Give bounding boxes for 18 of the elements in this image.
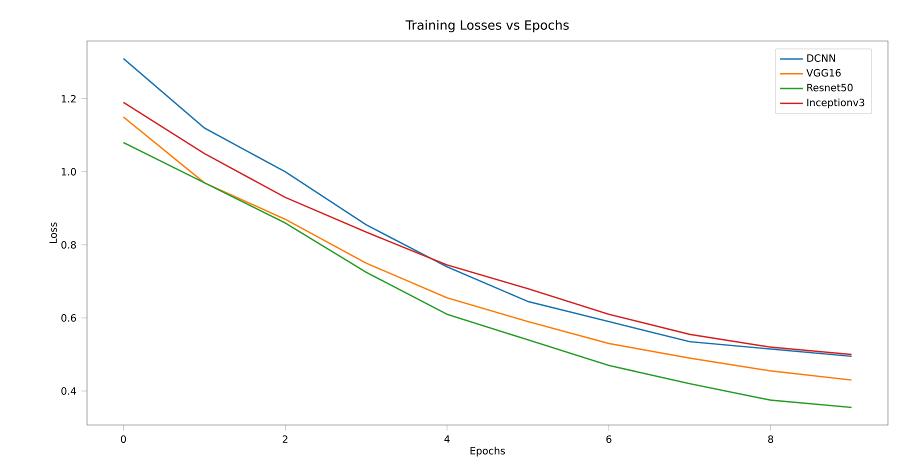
y-tick-label: 0.6 <box>61 314 76 322</box>
line-series <box>122 142 852 408</box>
legend-label: VGG16 <box>806 69 841 77</box>
y-tick-label: 0.8 <box>61 241 76 249</box>
y-tick-label: 0.4 <box>61 387 76 395</box>
legend-label: Resnet50 <box>807 84 853 92</box>
y-tick-label: 1.2 <box>62 95 76 102</box>
x-tick-label: 2 <box>282 435 288 443</box>
y-axis-title: Loss <box>49 222 57 243</box>
x-tick-label: 0 <box>120 435 126 443</box>
y-tick-label: 1.0 <box>62 168 76 176</box>
x-tick-label: 4 <box>444 435 450 443</box>
x-tick-label: 6 <box>606 435 612 443</box>
chart-title: Training Losses vs Epochs <box>406 20 569 32</box>
legend-label: Inceptionv3 <box>807 98 864 108</box>
x-tick-label: 8 <box>768 435 774 443</box>
x-axis-title: Epochs <box>470 446 505 456</box>
legend-label: DCNN <box>807 54 835 62</box>
